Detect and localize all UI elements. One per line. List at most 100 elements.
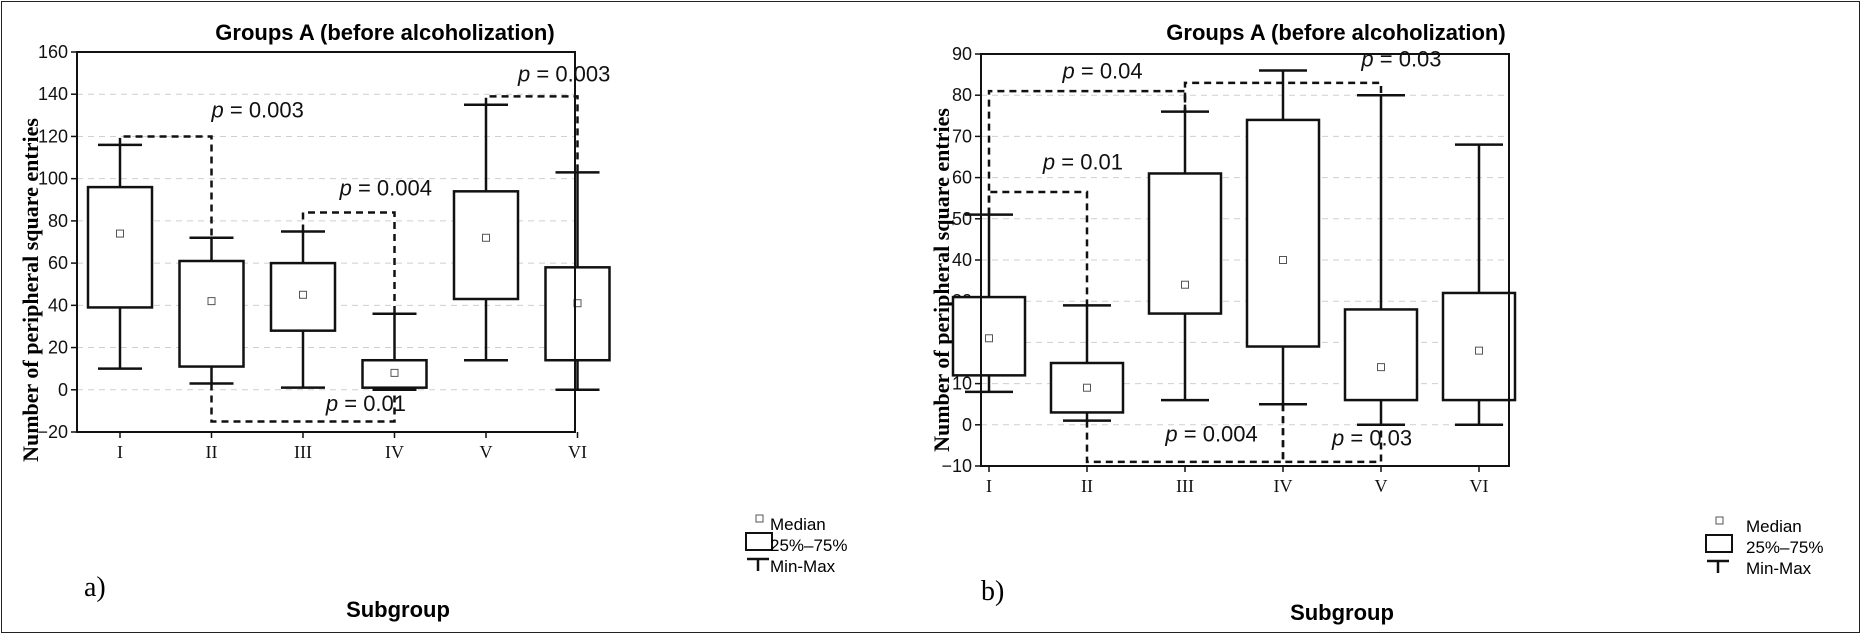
comparison-label: p = 0.04 <box>1062 59 1143 84</box>
box-III <box>1147 110 1223 402</box>
y-tick-label: 60 <box>48 253 68 273</box>
box-VI <box>544 171 611 392</box>
iqr-box <box>361 358 428 389</box>
legend-whisker-label: Min-Max <box>1746 559 1812 578</box>
p-symbol: p <box>1360 46 1373 71</box>
comparison-label: p = 0.01 <box>1042 149 1123 174</box>
y-tick-label: 0 <box>58 380 68 400</box>
comparison-label: p = 0.03 <box>1331 425 1412 450</box>
comparison-bracket <box>118 135 213 238</box>
iqr-box <box>1049 361 1125 414</box>
p-value: = 0.004 <box>352 176 432 201</box>
y-tick-label: 80 <box>952 85 972 105</box>
box-VI <box>1441 143 1517 427</box>
y-tick-label: 90 <box>952 44 972 64</box>
box-II <box>1049 304 1125 422</box>
comparison-bracket <box>301 211 396 314</box>
median-marker <box>390 368 399 377</box>
median-marker <box>1475 346 1483 355</box>
p-value: = 0.03 <box>1344 425 1412 450</box>
p-value: = 0.003 <box>530 62 610 87</box>
y-tick-label: 140 <box>38 84 68 104</box>
x-tick-label: VI <box>1470 476 1489 496</box>
median-marker <box>985 334 993 343</box>
x-tick-label: V <box>480 442 493 462</box>
legend-box-marker <box>745 532 773 551</box>
panel-b-label: b) <box>981 576 1004 607</box>
p-symbol: p <box>1331 425 1344 450</box>
iqr-box <box>1147 172 1223 315</box>
p-symbol: p <box>1042 149 1055 174</box>
panel-b-legend: Median 25%–75% Min-Max <box>1705 516 1824 578</box>
p-value: = 0.01 <box>338 391 406 416</box>
comparison-label: p = 0.003 <box>211 97 304 122</box>
panel-b-x-axis-label: Subgroup <box>1290 600 1394 625</box>
y-tick-label: 80 <box>48 211 68 231</box>
legend-median-label: Median <box>1746 517 1802 536</box>
y-tick-label: 70 <box>952 126 972 146</box>
box-II <box>178 236 245 385</box>
legend-box-label: 25%–75% <box>1746 538 1824 557</box>
median-marker <box>1083 383 1091 392</box>
x-tick-label: V <box>1375 476 1388 496</box>
panel-a-chart: Groups A (before alcoholization) Number … <box>18 20 848 622</box>
panel-b-plot-area: −100102030405060708090IIIIIIIVVVIp = 0.0… <box>941 44 1517 496</box>
iqr-box <box>1441 291 1517 402</box>
iqr-box <box>544 266 611 362</box>
comparison-bracket <box>1281 404 1383 464</box>
legend-median-label: Median <box>770 515 826 534</box>
legend-median-marker <box>1715 516 1724 525</box>
box-IV <box>361 312 428 392</box>
iqr-box <box>951 295 1027 377</box>
median-marker <box>116 229 124 238</box>
x-tick-label: II <box>1081 476 1093 496</box>
x-tick-label: II <box>206 442 218 462</box>
y-tick-label: −10 <box>941 456 972 476</box>
comparison-label: p = 0.03 <box>1360 46 1441 71</box>
box-I <box>86 143 154 370</box>
panel-a-y-axis-label: Number of peripheral square entries <box>18 118 43 462</box>
p-value: = 0.04 <box>1075 59 1143 84</box>
box-I <box>951 213 1027 394</box>
y-tick-label: 100 <box>38 169 68 189</box>
comparison-bracket <box>210 383 396 423</box>
legend-whisker-label: Min-Max <box>770 557 836 576</box>
x-tick-label: I <box>117 442 123 462</box>
plot-frame <box>76 51 576 433</box>
iqr-box <box>178 259 245 368</box>
median-marker <box>1279 256 1287 264</box>
comparison-bracket <box>987 89 1187 215</box>
median-marker <box>1181 280 1189 289</box>
panel-b-y-axis-label: Number of peripheral square entries <box>929 108 954 452</box>
x-tick-label: IV <box>1274 476 1293 496</box>
y-tick-label: 20 <box>48 338 68 358</box>
comparison-bracket <box>987 190 1089 306</box>
comparison-bracket <box>1183 81 1383 112</box>
p-value: = 0.003 <box>224 97 304 122</box>
x-tick-label: IV <box>385 442 404 462</box>
y-tick-label: 60 <box>952 168 972 188</box>
x-tick-label: III <box>1176 476 1194 496</box>
legend-box-marker <box>1705 534 1733 553</box>
comparison-label: p = 0.004 <box>339 176 432 201</box>
panel-a-x-axis-label: Subgroup <box>346 597 450 622</box>
legend-median-marker <box>755 514 764 523</box>
iqr-box <box>452 190 520 301</box>
comparison-label: p = 0.003 <box>517 62 610 87</box>
y-tick-label: 40 <box>48 295 68 315</box>
y-tick-label: 120 <box>38 126 68 146</box>
p-symbol: p <box>1062 59 1075 84</box>
y-tick-label: 50 <box>952 209 972 229</box>
y-tick-label: −20 <box>37 422 68 442</box>
box-V <box>452 103 520 362</box>
plot-frame <box>980 53 1510 467</box>
panel-b-chart: Groups A (before alcoholization) Number … <box>929 20 1824 625</box>
panel-b-title: Groups A (before alcoholization) <box>1166 20 1505 45</box>
x-tick-label: III <box>294 442 312 462</box>
iqr-box <box>1343 308 1419 402</box>
y-tick-label: 160 <box>38 42 68 62</box>
median-marker <box>482 233 490 242</box>
y-tick-label: 10 <box>952 374 972 394</box>
